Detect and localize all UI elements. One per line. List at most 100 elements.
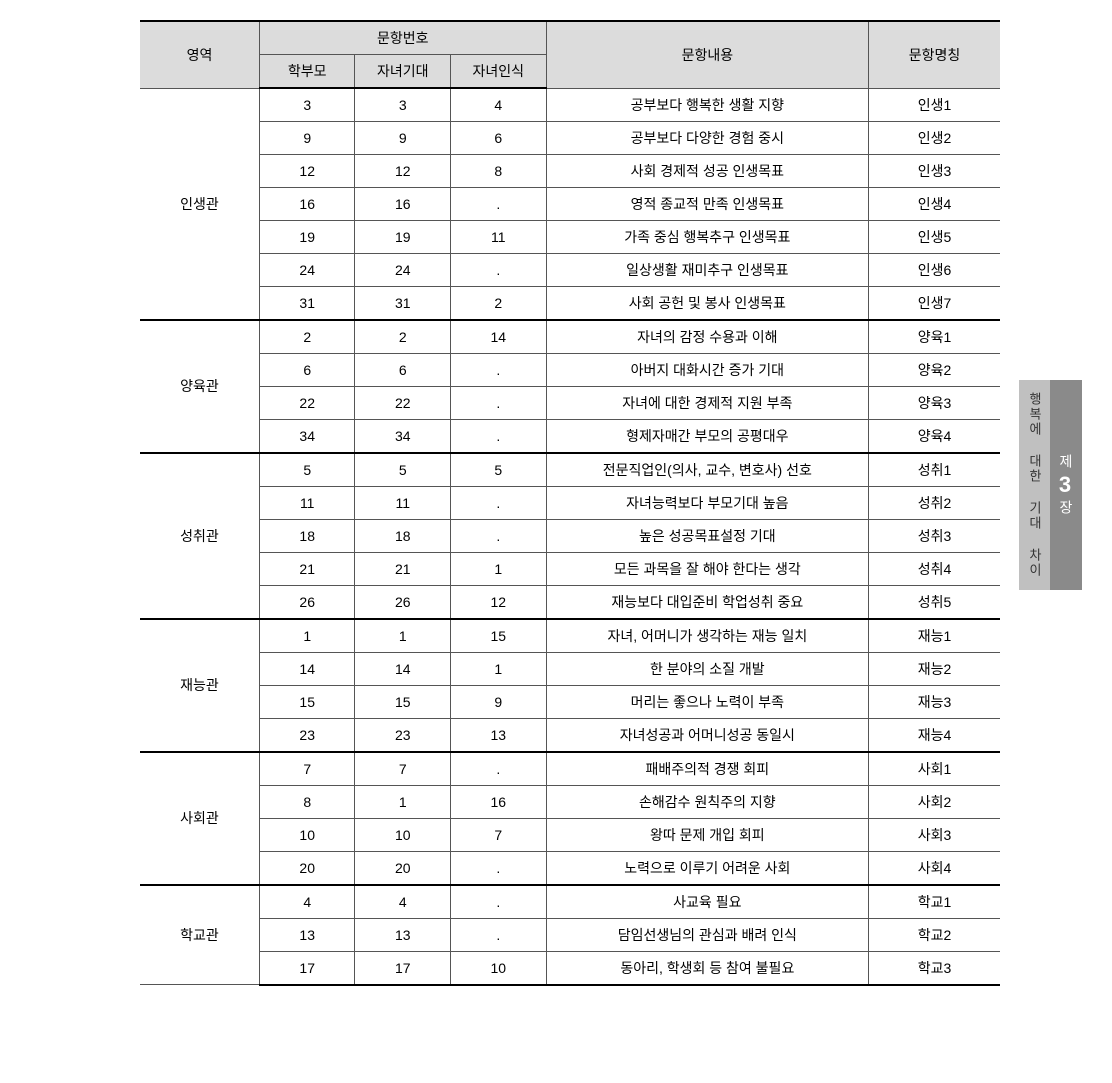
content-cell: 한 분야의 소질 개발 [546, 652, 869, 685]
num-parent: 26 [259, 585, 355, 619]
num-percept: . [451, 187, 547, 220]
num-expect: 9 [355, 121, 451, 154]
num-expect: 10 [355, 818, 451, 851]
name-cell: 인생2 [869, 121, 1000, 154]
chapter-side-tab: 행복에 대한 기대 차이 제 3 장 [1019, 380, 1082, 590]
num-percept: 15 [451, 619, 547, 653]
content-cell: 재능보다 대입준비 학업성취 중요 [546, 585, 869, 619]
num-parent: 12 [259, 154, 355, 187]
content-cell: 자녀에 대한 경제적 지원 부족 [546, 386, 869, 419]
header-sub2: 자녀기대 [355, 55, 451, 89]
side-tab-chapter: 제 3 장 [1050, 380, 1082, 590]
content-cell: 모든 과목을 잘 해야 한다는 생각 [546, 552, 869, 585]
side-tab-suffix: 장 [1056, 500, 1076, 516]
table-row: 재능관1115자녀, 어머니가 생각하는 재능 일치재능1 [140, 619, 1000, 653]
num-expect: 6 [355, 353, 451, 386]
name-cell: 학교2 [869, 918, 1000, 951]
name-cell: 사회3 [869, 818, 1000, 851]
table-row: 8116손해감수 원칙주의 지향사회2 [140, 785, 1000, 818]
num-percept: 6 [451, 121, 547, 154]
num-parent: 13 [259, 918, 355, 951]
num-parent: 16 [259, 187, 355, 220]
content-cell: 가족 중심 행복추구 인생목표 [546, 220, 869, 253]
num-parent: 1 [259, 619, 355, 653]
name-cell: 재능2 [869, 652, 1000, 685]
table-row: 66.아버지 대화시간 증가 기대양육2 [140, 353, 1000, 386]
content-cell: 아버지 대화시간 증가 기대 [546, 353, 869, 386]
table-row: 1616.영적 종교적 만족 인생목표인생4 [140, 187, 1000, 220]
content-cell: 손해감수 원칙주의 지향 [546, 785, 869, 818]
num-parent: 23 [259, 718, 355, 752]
num-percept: . [451, 885, 547, 919]
num-parent: 9 [259, 121, 355, 154]
content-cell: 노력으로 이루기 어려운 사회 [546, 851, 869, 885]
table-row: 21211모든 과목을 잘 해야 한다는 생각성취4 [140, 552, 1000, 585]
name-cell: 인생1 [869, 88, 1000, 121]
content-cell: 왕따 문제 개입 회피 [546, 818, 869, 851]
table-row: 191911가족 중심 행복추구 인생목표인생5 [140, 220, 1000, 253]
num-parent: 11 [259, 486, 355, 519]
num-percept: . [451, 486, 547, 519]
name-cell: 인생4 [869, 187, 1000, 220]
side-tab-number: 3 [1059, 472, 1073, 498]
num-parent: 15 [259, 685, 355, 718]
table-row: 2222.자녀에 대한 경제적 지원 부족양육3 [140, 386, 1000, 419]
header-sub1: 학부모 [259, 55, 355, 89]
table-row: 12128사회 경제적 성공 인생목표인생3 [140, 154, 1000, 187]
name-cell: 인생6 [869, 253, 1000, 286]
content-cell: 형제자매간 부모의 공평대우 [546, 419, 869, 453]
num-expect: 18 [355, 519, 451, 552]
category-cell: 사회관 [140, 752, 259, 885]
num-percept: . [451, 918, 547, 951]
num-expect: 3 [355, 88, 451, 121]
category-cell: 양육관 [140, 320, 259, 453]
num-percept: 5 [451, 453, 547, 487]
name-cell: 인생7 [869, 286, 1000, 320]
num-parent: 18 [259, 519, 355, 552]
num-percept: 10 [451, 951, 547, 985]
num-expect: 11 [355, 486, 451, 519]
table-row: 1111.자녀능력보다 부모기대 높음성취2 [140, 486, 1000, 519]
num-parent: 7 [259, 752, 355, 786]
table-row: 1818.높은 성공목표설정 기대성취3 [140, 519, 1000, 552]
num-expect: 13 [355, 918, 451, 951]
content-cell: 전문직업인(의사, 교수, 변호사) 선호 [546, 453, 869, 487]
num-expect: 12 [355, 154, 451, 187]
content-cell: 높은 성공목표설정 기대 [546, 519, 869, 552]
name-cell: 학교3 [869, 951, 1000, 985]
name-cell: 성취5 [869, 585, 1000, 619]
num-expect: 16 [355, 187, 451, 220]
category-cell: 학교관 [140, 885, 259, 985]
num-parent: 24 [259, 253, 355, 286]
name-cell: 학교1 [869, 885, 1000, 919]
name-cell: 성취4 [869, 552, 1000, 585]
num-expect: 1 [355, 619, 451, 653]
table-row: 양육관2214자녀의 감정 수용과 이해양육1 [140, 320, 1000, 354]
num-parent: 14 [259, 652, 355, 685]
table-row: 3434.형제자매간 부모의 공평대우양육4 [140, 419, 1000, 453]
num-percept: 7 [451, 818, 547, 851]
header-sub3: 자녀인식 [451, 55, 547, 89]
name-cell: 재능4 [869, 718, 1000, 752]
table-row: 1313.담임선생님의 관심과 배려 인식학교2 [140, 918, 1000, 951]
num-parent: 17 [259, 951, 355, 985]
num-expect: 24 [355, 253, 451, 286]
content-cell: 공부보다 다양한 경험 중시 [546, 121, 869, 154]
table-row: 171710동아리, 학생회 등 참여 불필요학교3 [140, 951, 1000, 985]
content-cell: 자녀의 감정 수용과 이해 [546, 320, 869, 354]
name-cell: 재능1 [869, 619, 1000, 653]
category-cell: 성취관 [140, 453, 259, 619]
content-cell: 자녀, 어머니가 생각하는 재능 일치 [546, 619, 869, 653]
num-percept: . [451, 253, 547, 286]
num-expect: 26 [355, 585, 451, 619]
num-expect: 7 [355, 752, 451, 786]
num-percept: . [451, 386, 547, 419]
num-parent: 2 [259, 320, 355, 354]
num-parent: 20 [259, 851, 355, 885]
num-percept: . [451, 519, 547, 552]
content-cell: 자녀성공과 어머니성공 동일시 [546, 718, 869, 752]
content-cell: 사회 공헌 및 봉사 인생목표 [546, 286, 869, 320]
side-tab-prefix: 제 [1056, 454, 1076, 470]
category-cell: 재능관 [140, 619, 259, 752]
num-expect: 22 [355, 386, 451, 419]
